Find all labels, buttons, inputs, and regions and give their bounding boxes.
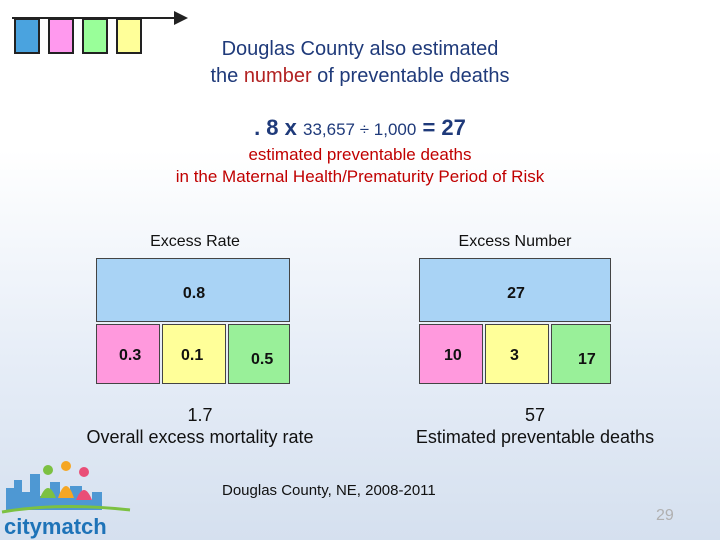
subtitle: estimated preventable deaths in the Mate… bbox=[0, 144, 720, 188]
legend-square-pink bbox=[48, 18, 74, 54]
excess-rate-summary-value: 1.7 bbox=[187, 405, 213, 425]
source-note: Douglas County, NE, 2008-2011 bbox=[222, 482, 436, 499]
excess-rate-box-1: 0.3 bbox=[96, 324, 160, 384]
excess-rate-summary-label: Overall excess mortality rate bbox=[86, 427, 314, 447]
equation-result: 27 bbox=[441, 115, 466, 140]
excess-number-value-3: 17 bbox=[578, 351, 596, 368]
equation: . 8 x 33,657 ÷ 1,000 = 27 bbox=[0, 115, 720, 141]
excess-number-heading: Excess Number bbox=[458, 233, 572, 250]
excess-number-box-2: 3 bbox=[485, 324, 549, 384]
excess-rate-heading: Excess Rate bbox=[150, 233, 240, 250]
excess-rate-value-1: 0.3 bbox=[119, 347, 142, 364]
equation-op3: = bbox=[416, 115, 442, 140]
excess-number-summary: 57 Estimated preventable deaths bbox=[395, 404, 675, 448]
excess-number-value-2: 3 bbox=[510, 347, 519, 364]
title-line-2-post: of preventable deaths bbox=[311, 65, 510, 87]
excess-number-total-value: 27 bbox=[507, 285, 525, 302]
arrow-right-icon bbox=[12, 11, 188, 25]
title-line-2-pre: the bbox=[210, 65, 244, 87]
excess-rate-total-value: 0.8 bbox=[182, 285, 206, 302]
subtitle-line-2: in the Maternal Health/Prematurity Perio… bbox=[175, 167, 545, 186]
page-title: Douglas County also estimated the number… bbox=[0, 38, 720, 88]
excess-number-box-1: 10 bbox=[419, 324, 483, 384]
excess-rate-box-3: 0.5 bbox=[228, 324, 290, 384]
excess-number-summary-value: 57 bbox=[524, 405, 546, 425]
page-number: 29 bbox=[656, 507, 674, 524]
title-highlight: number bbox=[243, 65, 312, 87]
equation-per: 1,000 bbox=[373, 120, 417, 139]
excess-number-total-box: 27 bbox=[419, 258, 611, 322]
excess-rate-box-2: 0.1 bbox=[162, 324, 226, 384]
equation-rate: . 8 bbox=[254, 115, 279, 140]
excess-rate-value-2: 0.1 bbox=[181, 347, 204, 364]
excess-rate-value-3: 0.5 bbox=[251, 351, 274, 368]
excess-number-summary-label: Estimated preventable deaths bbox=[415, 427, 655, 447]
excess-rate-total-box: 0.8 bbox=[96, 258, 290, 322]
equation-op2: ÷ bbox=[355, 120, 374, 139]
excess-rate-summary: 1.7 Overall excess mortality rate bbox=[60, 404, 340, 448]
equation-births: 33,657 bbox=[303, 120, 356, 139]
excess-number-value-1: 10 bbox=[444, 347, 462, 364]
subtitle-line-1: estimated preventable deaths bbox=[248, 145, 472, 164]
title-line-2: the number of preventable deaths bbox=[0, 65, 720, 88]
citymatch-logo: citymatch bbox=[1, 461, 131, 539]
citymatch-logo-text: citymatch bbox=[4, 514, 107, 539]
title-line-1: Douglas County also estimated bbox=[221, 38, 499, 60]
legend-square-green bbox=[82, 18, 108, 54]
excess-number-box-3: 17 bbox=[551, 324, 611, 384]
equation-op1: x bbox=[278, 115, 304, 140]
